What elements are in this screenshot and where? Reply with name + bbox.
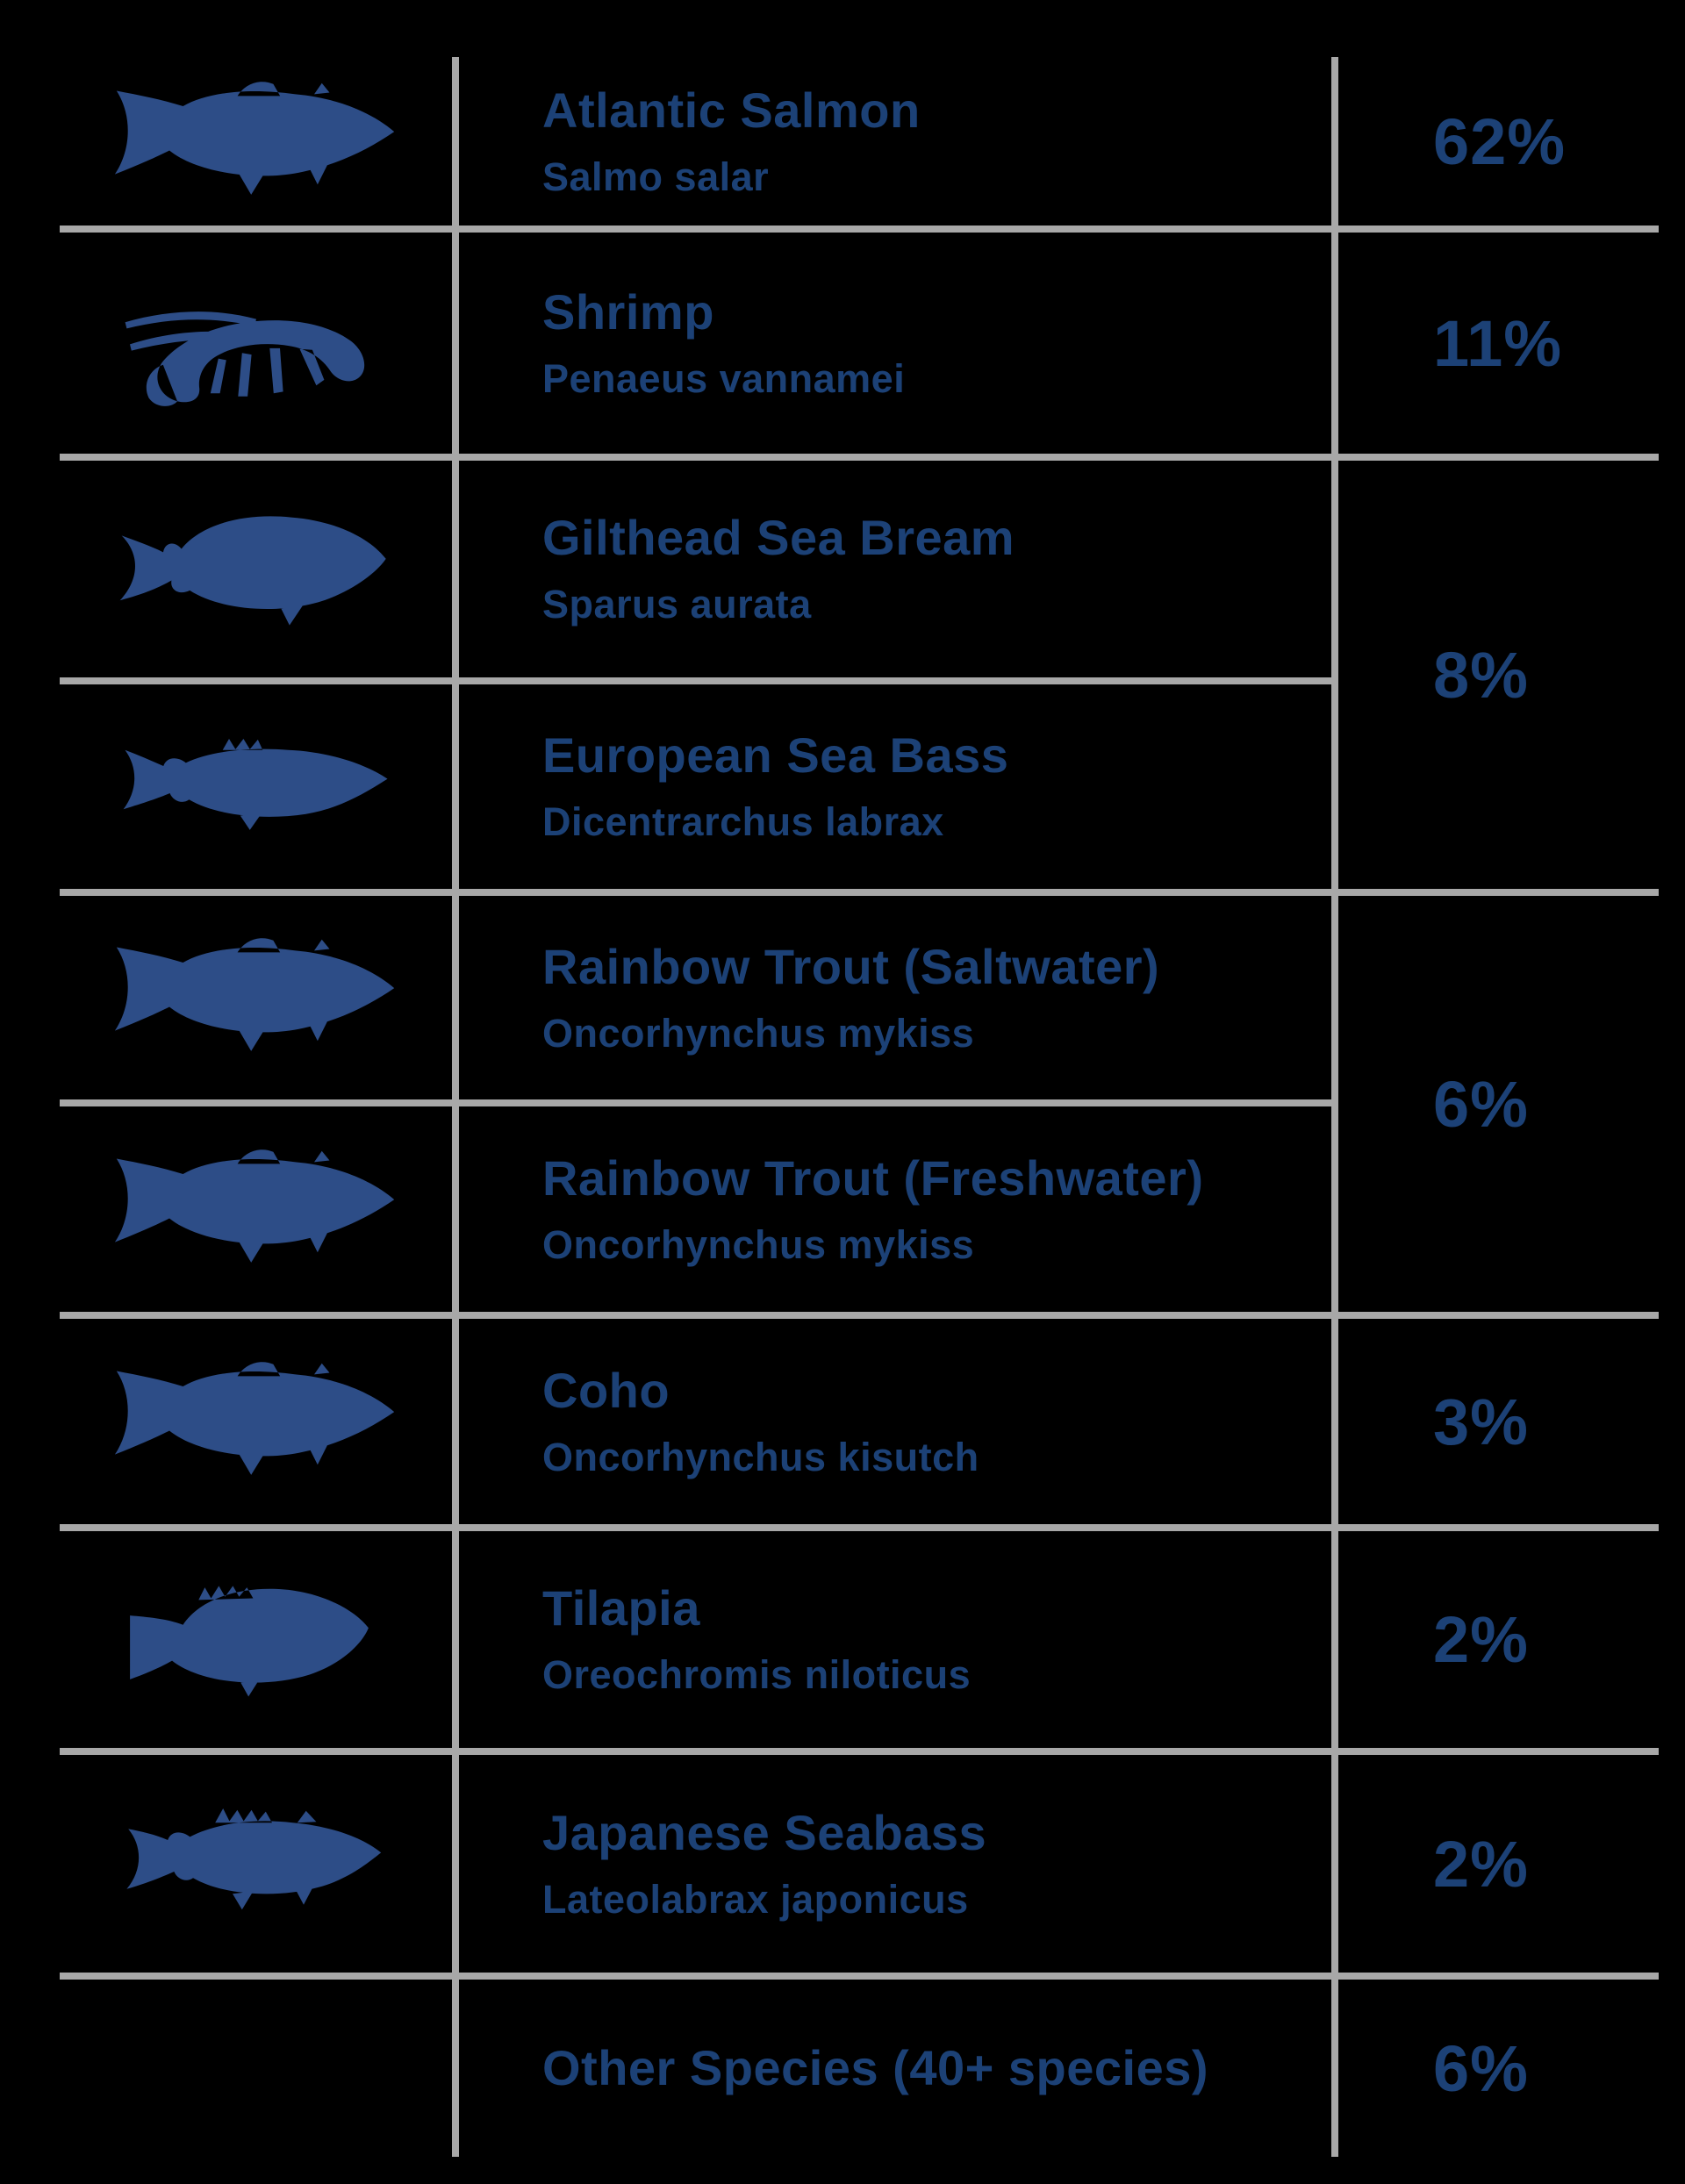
percentage-cell-merged: 8% xyxy=(1331,454,1659,889)
species-scientific-name: Oncorhynchus kisutch xyxy=(542,1434,979,1479)
species-scientific-name: Oreochromis niloticus xyxy=(542,1652,972,1698)
species-common-name: Rainbow Trout (Freshwater) xyxy=(542,1149,1204,1206)
percentage-cell: 62% xyxy=(1331,57,1659,226)
species-name-cell: Other Species (40+ species) xyxy=(452,1973,1331,2157)
percentage-cell: 11% xyxy=(1331,226,1659,454)
species-scientific-name: Salmo salar xyxy=(542,154,770,199)
species-name-cell: Japanese Seabass Lateolabrax japonicus xyxy=(452,1748,1331,1973)
japanese-seabass-icon xyxy=(122,1808,391,1919)
species-common-name: Coho xyxy=(542,1362,670,1418)
species-scientific-name: Dicentrarchus labrax xyxy=(542,799,944,845)
percentage-value: 2% xyxy=(1433,1827,1529,1901)
percentage-value: 62% xyxy=(1433,104,1567,178)
species-icon-cell xyxy=(60,454,452,677)
percentage-cell: 6% xyxy=(1331,1973,1659,2157)
species-name-cell: Rainbow Trout (Saltwater) Oncorhynchus m… xyxy=(452,889,1331,1099)
species-name-cell: Shrimp Penaeus vannamei xyxy=(452,226,1331,454)
percentage-cell: 3% xyxy=(1331,1312,1659,1524)
percentage-value: 3% xyxy=(1433,1385,1529,1458)
species-scientific-name: Oncorhynchus mykiss xyxy=(542,1010,975,1056)
species-icon-cell-empty xyxy=(60,1973,452,2157)
species-name-cell: Gilthead Sea Bream Sparus aurata xyxy=(452,454,1331,677)
species-name-cell: Rainbow Trout (Freshwater) Oncorhynchus … xyxy=(452,1099,1331,1312)
species-scientific-name: Penaeus vannamei xyxy=(542,355,906,401)
salmon-icon xyxy=(111,1357,401,1486)
shrimp-icon xyxy=(122,276,391,411)
tilapia-icon xyxy=(124,1581,389,1698)
percentage-cell: 2% xyxy=(1331,1748,1659,1973)
trout-icon xyxy=(111,1145,401,1273)
species-scientific-name: Oncorhynchus mykiss xyxy=(542,1221,975,1267)
species-icon-cell xyxy=(60,1099,452,1312)
species-scientific-name: Lateolabrax japonicus xyxy=(542,1876,969,1922)
species-name-cell: Tilapia Oreochromis niloticus xyxy=(452,1524,1331,1748)
species-name-cell: Atlantic Salmon Salmo salar xyxy=(452,57,1331,226)
percentage-value: 6% xyxy=(1433,1067,1529,1141)
percentage-value: 6% xyxy=(1433,2031,1529,2105)
species-icon-cell xyxy=(60,677,452,889)
species-common-name: Other Species (40+ species) xyxy=(542,2039,1208,2095)
percentage-cell: 2% xyxy=(1331,1524,1659,1748)
sea-bass-icon xyxy=(120,739,392,834)
species-name-cell: Coho Oncorhynchus kisutch xyxy=(452,1312,1331,1524)
salmon-icon xyxy=(111,77,401,205)
percentage-value: 2% xyxy=(1433,1603,1529,1676)
species-common-name: Japanese Seabass xyxy=(542,1804,987,1860)
species-common-name: Gilthead Sea Bream xyxy=(542,510,1015,566)
species-common-name: Rainbow Trout (Saltwater) xyxy=(542,938,1160,994)
species-common-name: Shrimp xyxy=(542,283,714,340)
species-common-name: Atlantic Salmon xyxy=(542,82,921,138)
species-icon-cell xyxy=(60,889,452,1099)
trout-icon xyxy=(111,934,401,1062)
species-icon-cell xyxy=(60,1748,452,1973)
species-icon-cell xyxy=(60,1524,452,1748)
species-scientific-name: Sparus aurata xyxy=(542,582,812,627)
species-icon-cell xyxy=(60,1312,452,1524)
sea-bream-icon xyxy=(115,511,398,627)
species-name-cell: European Sea Bass Dicentrarchus labrax xyxy=(452,677,1331,889)
species-common-name: Tilapia xyxy=(542,1580,700,1636)
percentage-value: 11% xyxy=(1433,306,1563,380)
species-share-table: Atlantic Salmon Salmo salar 62% Shrimp P… xyxy=(60,57,1659,2157)
species-icon-cell xyxy=(60,57,452,226)
species-common-name: European Sea Bass xyxy=(542,727,1009,784)
species-icon-cell xyxy=(60,226,452,454)
percentage-value: 8% xyxy=(1433,638,1529,712)
percentage-cell-merged: 6% xyxy=(1331,889,1659,1312)
